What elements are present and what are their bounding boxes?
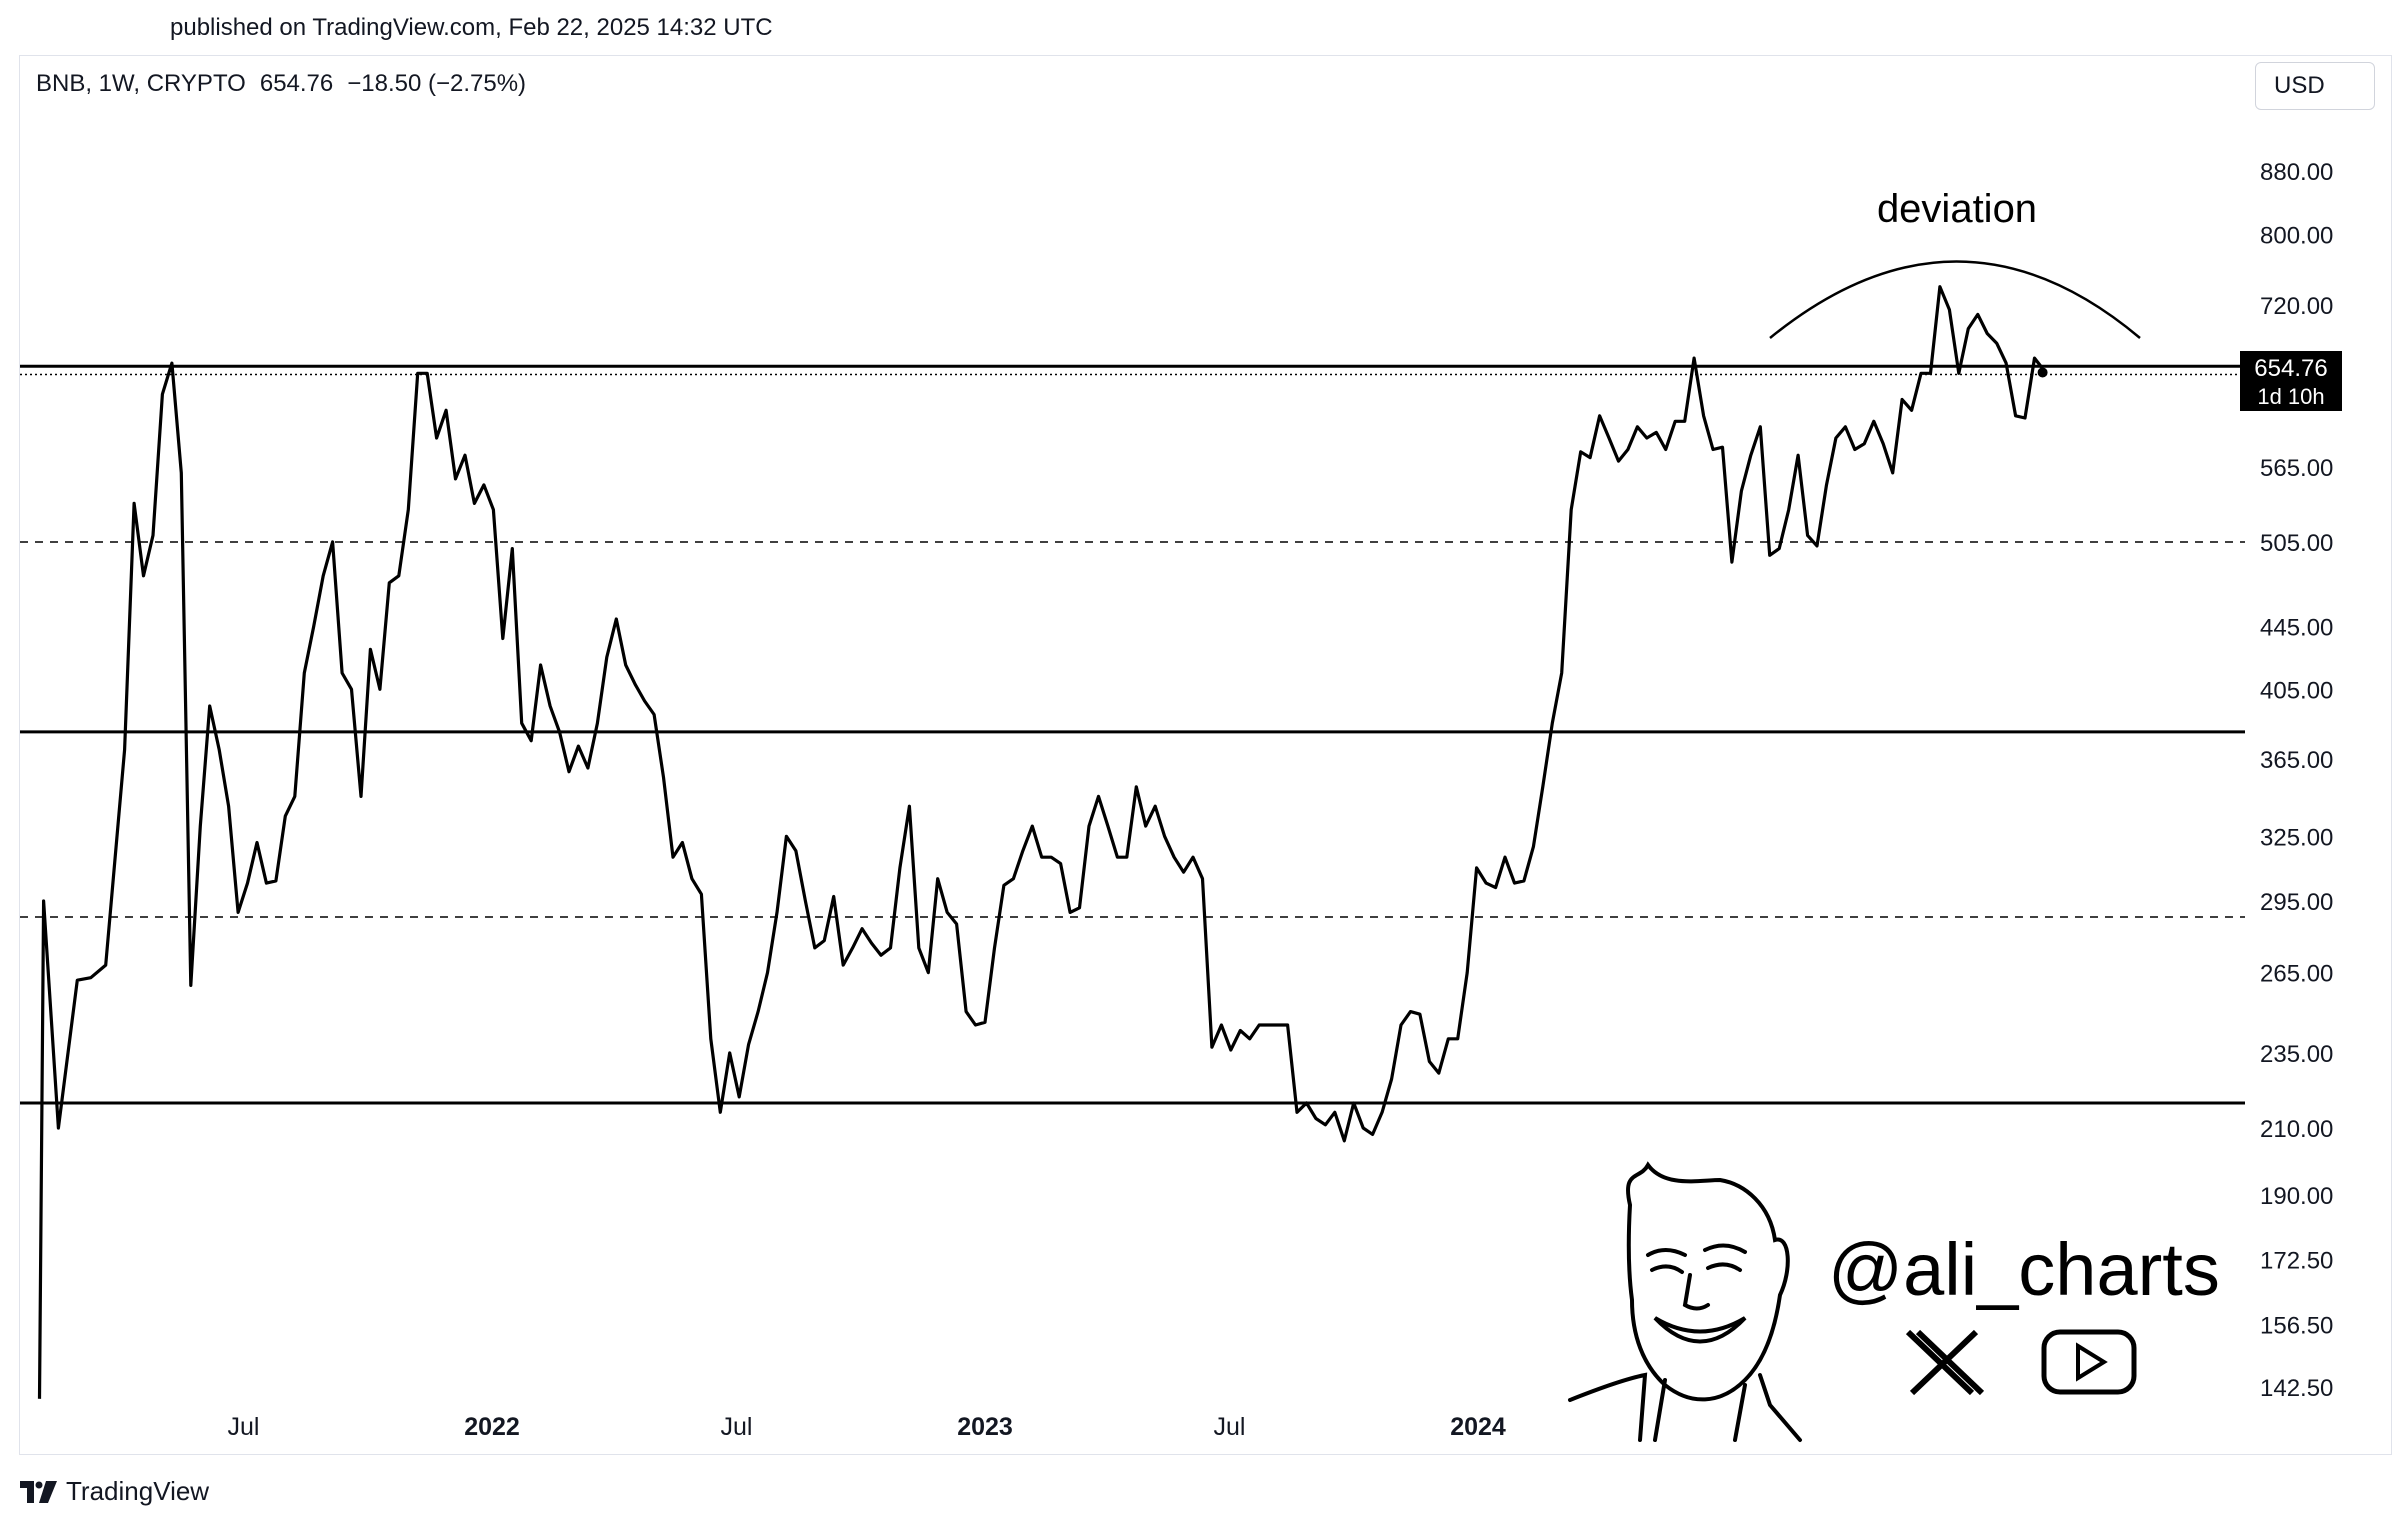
tradingview-brand-text: TradingView [66,1476,210,1506]
symbol-change: −18.50 (−2.75%) [347,70,527,97]
chart-frame [19,55,2392,1455]
tradingview-footer[interactable]: TradingView [20,1476,209,1507]
symbol-name: BNB, 1W, CRYPTO [36,70,246,97]
currency-selector[interactable]: USD [2255,62,2375,110]
tradingview-logo-icon [20,1480,57,1503]
symbol-price: 654.76 [259,70,334,97]
symbol-legend[interactable]: BNB, 1W, CRYPTO 654.76 −18.50 (−2.75%) [36,70,540,98]
published-caption: published on TradingView.com, Feb 22, 20… [170,14,773,41]
